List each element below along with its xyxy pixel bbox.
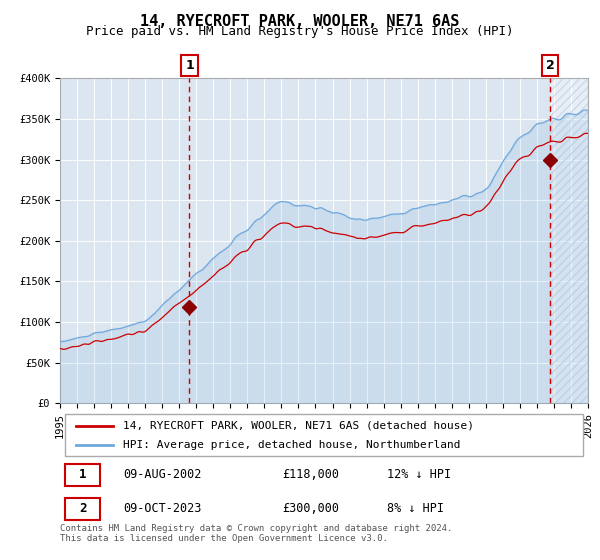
FancyBboxPatch shape xyxy=(65,498,100,520)
Text: Contains HM Land Registry data © Crown copyright and database right 2024.
This d: Contains HM Land Registry data © Crown c… xyxy=(60,524,452,543)
Text: 1: 1 xyxy=(185,59,194,72)
Text: 1: 1 xyxy=(79,468,86,482)
Text: Price paid vs. HM Land Registry's House Price Index (HPI): Price paid vs. HM Land Registry's House … xyxy=(86,25,514,38)
Text: £118,000: £118,000 xyxy=(282,468,339,482)
FancyBboxPatch shape xyxy=(65,464,100,486)
Text: 14, RYECROFT PARK, WOOLER, NE71 6AS: 14, RYECROFT PARK, WOOLER, NE71 6AS xyxy=(140,14,460,29)
Text: HPI: Average price, detached house, Northumberland: HPI: Average price, detached house, Nort… xyxy=(124,440,461,450)
Text: £300,000: £300,000 xyxy=(282,502,339,515)
Text: 2: 2 xyxy=(79,502,86,515)
Text: 14, RYECROFT PARK, WOOLER, NE71 6AS (detached house): 14, RYECROFT PARK, WOOLER, NE71 6AS (det… xyxy=(124,421,475,431)
Text: 8% ↓ HPI: 8% ↓ HPI xyxy=(388,502,445,515)
Text: 12% ↓ HPI: 12% ↓ HPI xyxy=(388,468,451,482)
Text: 09-OCT-2023: 09-OCT-2023 xyxy=(124,502,202,515)
FancyBboxPatch shape xyxy=(65,414,583,456)
Text: 2: 2 xyxy=(546,59,554,72)
Text: 09-AUG-2002: 09-AUG-2002 xyxy=(124,468,202,482)
